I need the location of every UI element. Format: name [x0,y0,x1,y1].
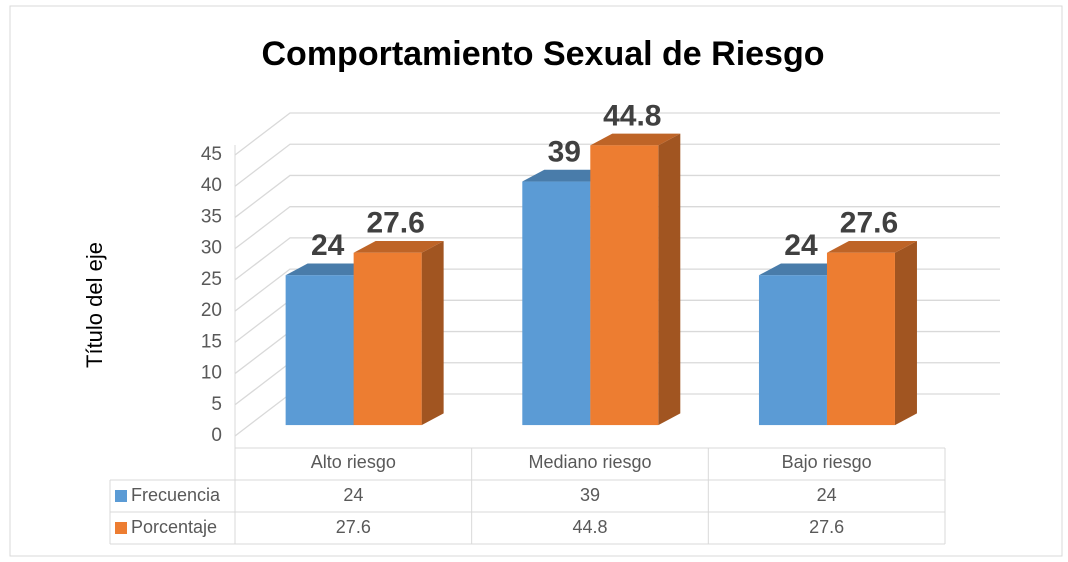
bar [758,275,827,426]
data-label: 39 [548,135,581,168]
x-tick-label: Alto riesgo [311,452,396,472]
grid-line [234,143,1000,187]
table-cell: 39 [580,485,600,505]
bar-top [522,169,613,182]
bar-top [285,263,376,276]
grid-line [234,268,1000,312]
y-tick-label: 30 [201,238,222,259]
bar [285,275,354,426]
table-cell: 44.8 [572,517,607,537]
bar [590,145,659,426]
table-cell: 24 [343,485,363,505]
y-tick-label: 40 [201,175,222,196]
table-cell: 27.6 [809,517,844,537]
y-tick-label: 45 [201,144,222,165]
y-axis-title: Título del eje [82,242,107,368]
legend-swatch [115,522,127,534]
bar-top [826,240,917,253]
chart-title: Comportamiento Sexual de Riesgo [262,35,825,73]
grid-line [234,112,1000,156]
y-tick-label: 0 [211,425,222,446]
bar-top [590,133,681,146]
data-label: 44.8 [603,99,661,132]
grid-line [234,237,1000,281]
legend-label: Porcentaje [131,517,217,537]
table-cell: 24 [817,485,837,505]
grid-line [234,174,1000,218]
y-tick-label: 20 [201,300,222,321]
bar-top [758,263,849,276]
data-label: 24 [784,229,818,262]
bar-top [353,240,444,253]
data-label: 24 [311,229,345,262]
data-label: 27.6 [840,207,898,240]
y-tick-label: 25 [201,269,222,290]
bar-side [421,240,444,426]
bar-side [658,133,681,426]
y-tick-label: 35 [201,206,222,227]
bar [522,181,591,426]
data-label: 27.6 [366,207,424,240]
x-tick-label: Mediano riesgo [528,452,651,472]
bar [826,252,895,426]
legend-label: Frecuencia [131,485,221,505]
legend-swatch [115,490,127,502]
grid-line [234,206,1000,250]
y-tick-label: 5 [211,394,222,415]
table-cell: 27.6 [336,517,371,537]
bar [353,252,422,426]
bar-side [894,240,917,426]
y-tick-label: 15 [201,331,222,352]
y-tick-label: 10 [201,363,222,384]
x-tick-label: Bajo riesgo [782,452,872,472]
